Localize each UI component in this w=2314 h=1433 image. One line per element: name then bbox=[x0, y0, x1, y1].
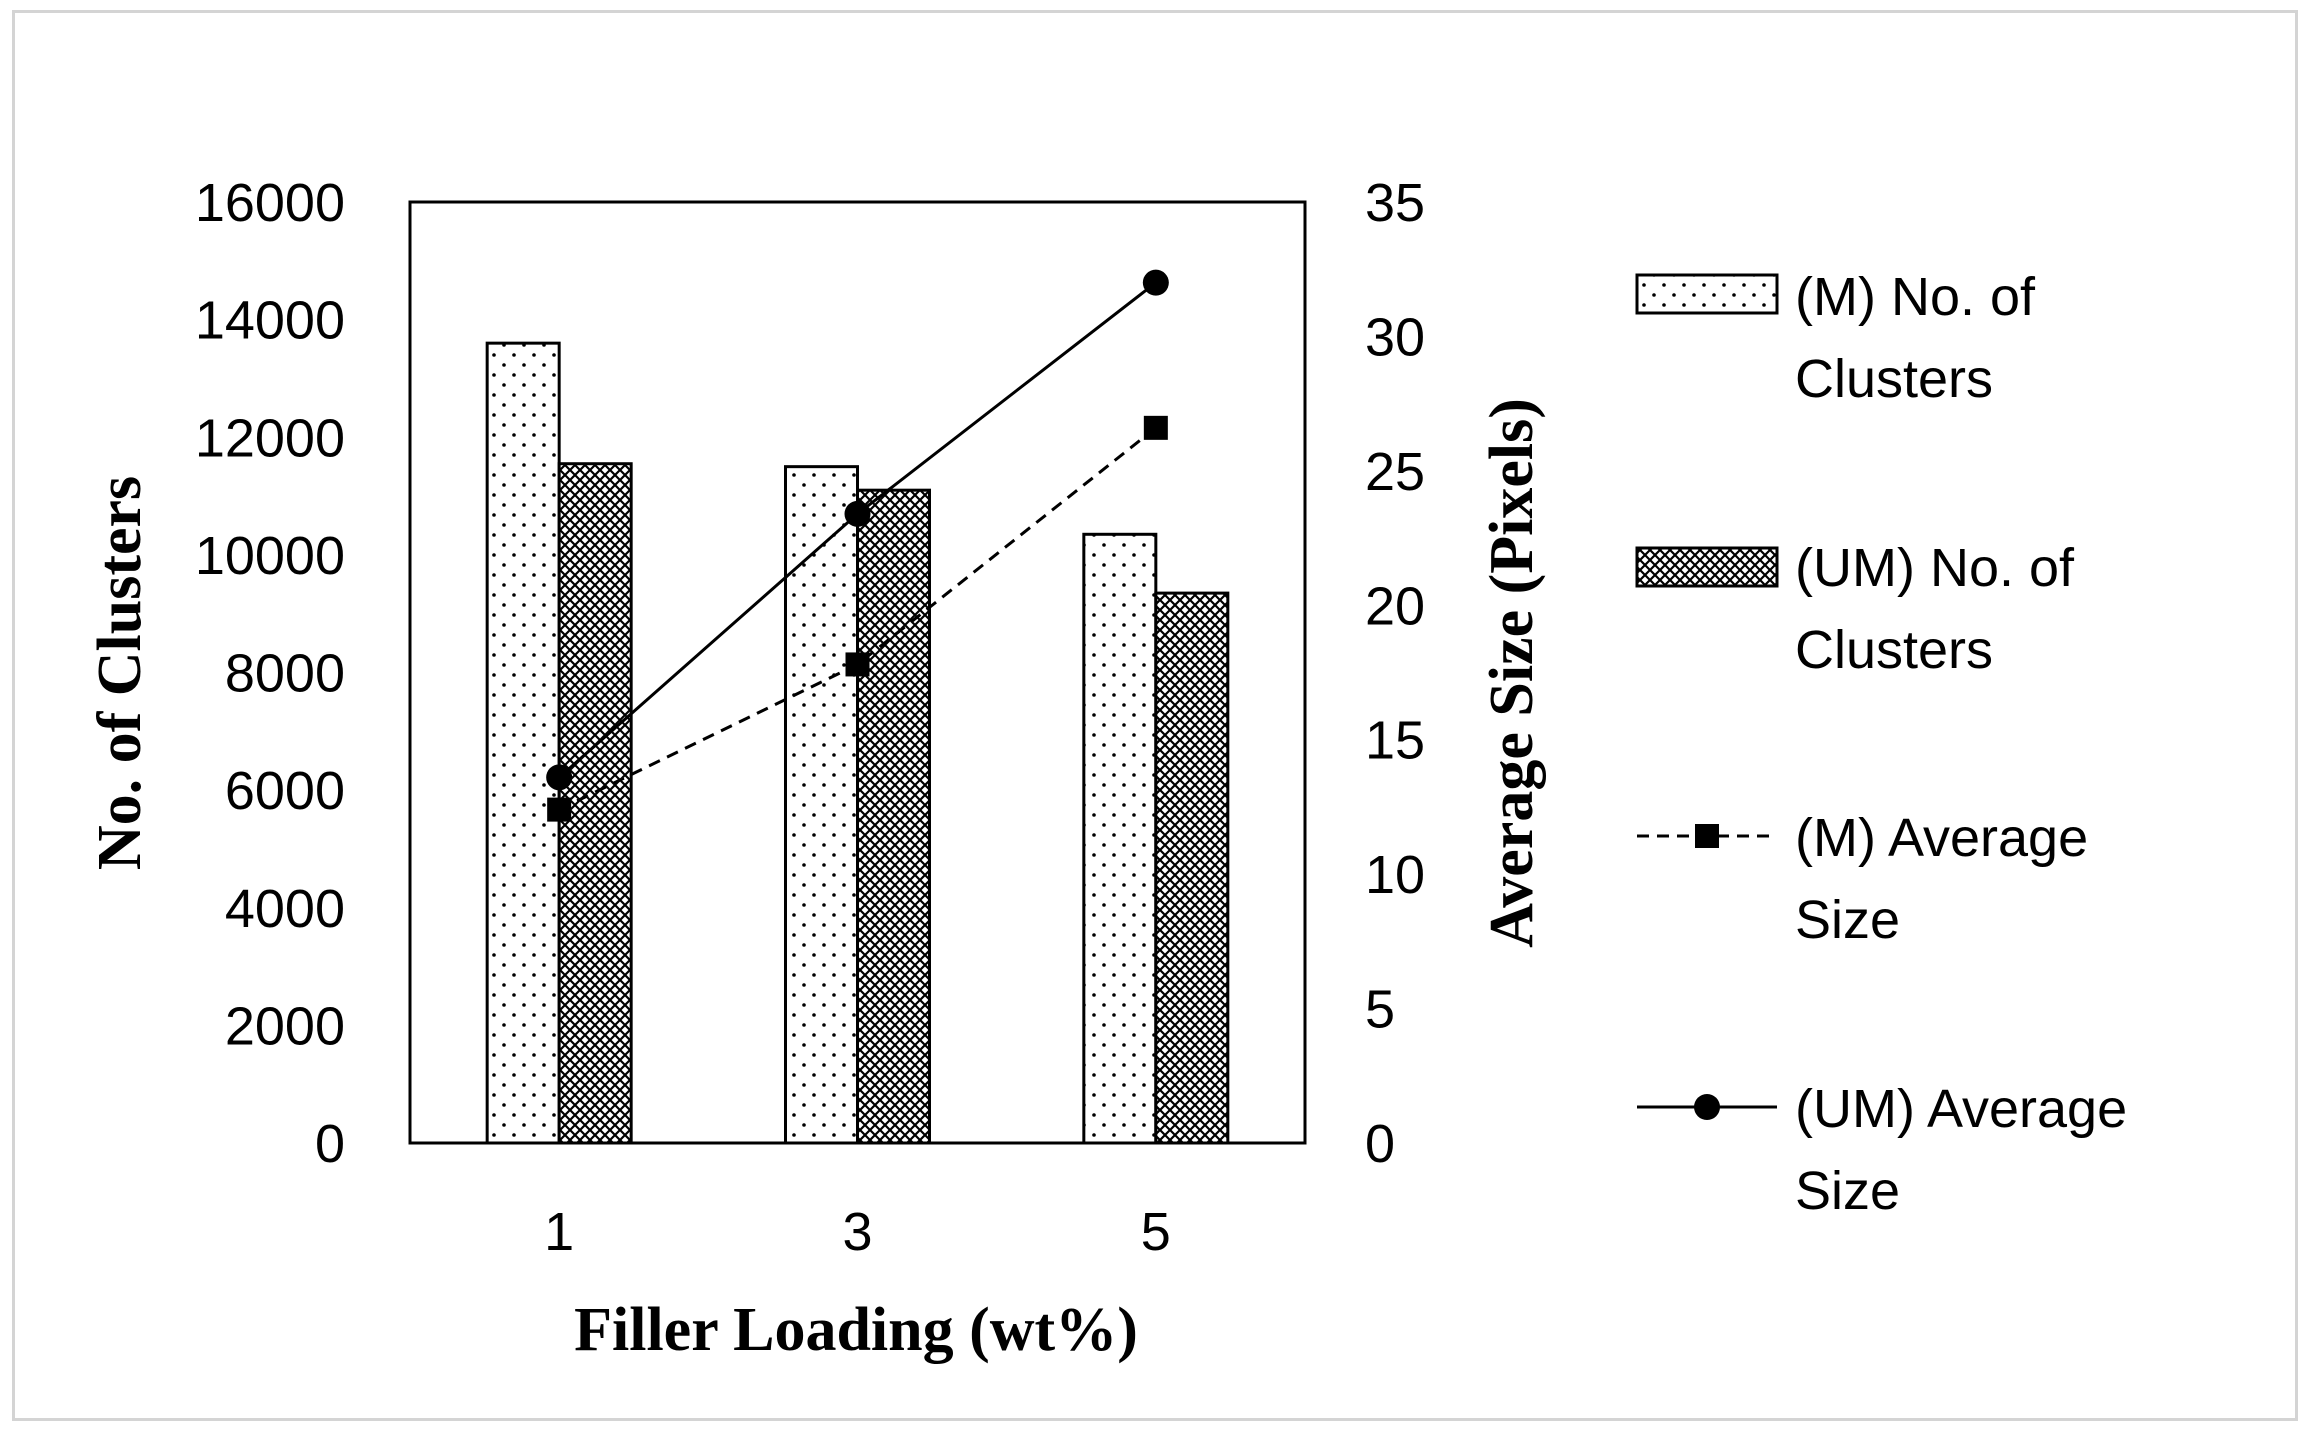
y-left-tick-label: 0 bbox=[315, 1114, 345, 1174]
y-right-tick-label: 0 bbox=[1365, 1114, 1395, 1174]
y-right-tick-label: 30 bbox=[1365, 307, 1425, 367]
y-right-tick-label: 35 bbox=[1365, 173, 1425, 233]
x-axis-title: Filler Loading (wt%) bbox=[574, 1296, 1138, 1364]
legend-item-um-average: (UM) Average Size bbox=[1637, 1079, 2127, 1221]
legend-label: (UM) No. of bbox=[1795, 538, 2075, 598]
point-m-average-5 bbox=[1143, 415, 1168, 440]
y-left-tick-label: 12000 bbox=[195, 408, 345, 468]
bars-layer bbox=[485, 341, 1230, 1145]
y-left-tick-label: 8000 bbox=[225, 644, 345, 704]
legend-label: Clusters bbox=[1795, 349, 1993, 409]
point-um-average-1 bbox=[546, 764, 573, 791]
left-axis-ticks: 0 2000 4000 6000 8000 10000 12000 14000 16000 bbox=[195, 173, 345, 1174]
y-right-tick-label: 15 bbox=[1365, 711, 1425, 771]
legend-circle-marker bbox=[1694, 1094, 1720, 1120]
right-axis-ticks: 0 5 10 15 20 25 30 35 bbox=[1365, 173, 1425, 1174]
legend-item-m-average: (M) Average Size bbox=[1637, 808, 2088, 950]
point-m-average-1 bbox=[547, 797, 572, 822]
y-left-tick-label: 16000 bbox=[195, 173, 345, 233]
legend-label: Size bbox=[1795, 1161, 1900, 1221]
y-right-tick-label: 5 bbox=[1365, 980, 1395, 1040]
y-left-tick-label: 10000 bbox=[195, 526, 345, 586]
y-axis-right-title: Average Size (Pixels) bbox=[1478, 398, 1546, 948]
y-left-tick-label: 6000 bbox=[225, 761, 345, 821]
legend-label: (M) Average bbox=[1795, 808, 2088, 868]
y-axis-left-title: No. of Clusters bbox=[86, 476, 154, 870]
x-tick-label: 3 bbox=[842, 1202, 872, 1262]
figure-frame bbox=[12, 10, 2298, 1421]
y-left-tick-label: 14000 bbox=[195, 291, 345, 351]
legend-swatch-dots bbox=[1635, 273, 1779, 315]
y-left-tick-label: 4000 bbox=[225, 879, 345, 939]
y-right-tick-label: 10 bbox=[1365, 845, 1425, 905]
y-left-tick-label: 2000 bbox=[225, 996, 345, 1056]
bar-um-clusters-5 bbox=[1154, 591, 1230, 1145]
legend-swatch-crosshatch bbox=[1635, 546, 1779, 588]
point-um-average-5 bbox=[1142, 269, 1169, 296]
legend-label: (UM) Average bbox=[1795, 1079, 2127, 1139]
legend-item-m-clusters: (M) No. of Clusters bbox=[1635, 267, 2036, 409]
point-um-average-3 bbox=[844, 500, 871, 527]
legend-label: Size bbox=[1795, 890, 1900, 950]
y-right-tick-label: 20 bbox=[1365, 576, 1425, 636]
legend-label: Clusters bbox=[1795, 620, 1993, 680]
y-right-tick-label: 25 bbox=[1365, 442, 1425, 502]
x-axis-ticks: 1 3 5 bbox=[544, 1202, 1171, 1262]
bar-m-clusters-1 bbox=[485, 341, 561, 1145]
legend-label: (M) No. of bbox=[1795, 267, 2036, 327]
legend: (M) No. of Clusters (UM) No. of Clusters… bbox=[1635, 267, 2127, 1221]
lines-layer bbox=[546, 269, 1169, 822]
bar-um-clusters-3 bbox=[856, 488, 931, 1145]
x-tick-label: 1 bbox=[544, 1202, 574, 1262]
legend-item-um-clusters: (UM) No. of Clusters bbox=[1635, 538, 2075, 680]
bar-m-clusters-5 bbox=[1082, 532, 1158, 1145]
point-m-average-3 bbox=[845, 652, 870, 677]
x-tick-label: 5 bbox=[1141, 1202, 1171, 1262]
legend-square-marker bbox=[1695, 824, 1719, 848]
